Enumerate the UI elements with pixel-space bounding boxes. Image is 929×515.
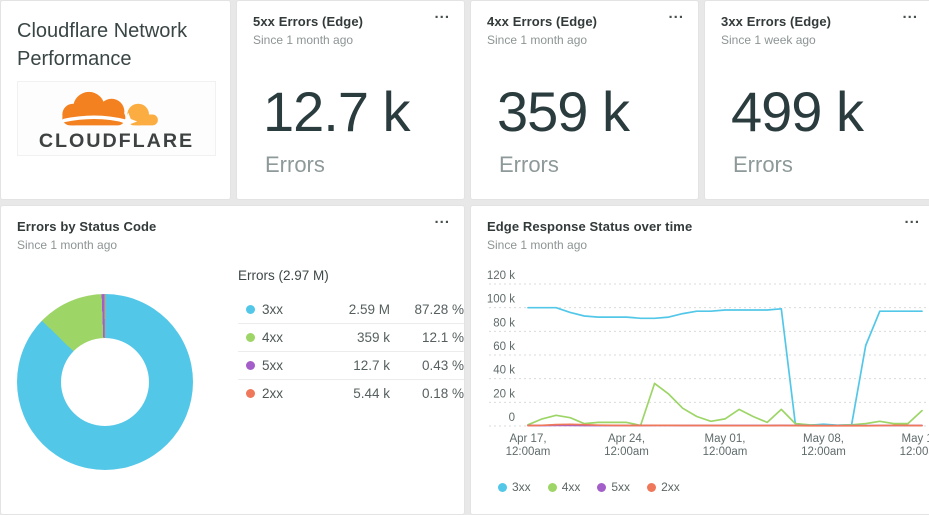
- stat-card-4xx-errors: 4xx Errors (Edge) Since 1 month ago ... …: [470, 0, 699, 200]
- dashboard-title: Cloudflare Network Performance: [1, 1, 230, 73]
- x-axis-tick-label: May 01,: [705, 433, 746, 445]
- series-label: 5xx: [262, 358, 310, 373]
- card-time-range: Since 1 month ago: [487, 238, 918, 252]
- cloudflare-cloud-icon: CLOUDFLARE: [18, 82, 215, 155]
- series-label: 2xx: [661, 480, 680, 494]
- stat-unit-label: Errors: [733, 152, 929, 178]
- card-title: 3xx Errors (Edge): [721, 14, 916, 29]
- x-axis-tick-label: 12:00am: [506, 446, 551, 458]
- card-menu-button[interactable]: ...: [902, 7, 918, 21]
- x-axis-tick-label: Apr 17,: [509, 433, 546, 445]
- x-axis-tick-label: 12:00am: [604, 446, 649, 458]
- stat-value: 12.7 k: [263, 79, 464, 144]
- series-label: 3xx: [262, 302, 310, 317]
- card-title: 5xx Errors (Edge): [253, 14, 448, 29]
- series-color-dot: [548, 483, 557, 492]
- card-time-range: Since 1 month ago: [253, 33, 448, 47]
- legend-item-5xx[interactable]: 5xx: [597, 480, 630, 494]
- series-color-dot: [597, 483, 606, 492]
- legend-item-2xx[interactable]: 2xx: [647, 480, 680, 494]
- y-axis-tick-label: 0: [509, 412, 515, 424]
- series-label: 3xx: [512, 480, 531, 494]
- timeseries-legend: 3xx 4xx 5xx 2xx: [498, 480, 680, 494]
- series-label: 5xx: [611, 480, 630, 494]
- card-menu-button[interactable]: ...: [668, 7, 684, 21]
- card-time-range: Since 1 week ago: [721, 33, 916, 47]
- y-axis-tick-label: 80 k: [493, 317, 515, 329]
- series-line-4xx: [528, 383, 922, 425]
- legend-item-3xx[interactable]: 3xx: [498, 480, 531, 494]
- cloudflare-wordmark: CLOUDFLARE: [39, 130, 194, 152]
- dashboard-title-card: Cloudflare Network Performance CLOUDFLAR…: [0, 0, 231, 200]
- series-value: 2.59 M: [310, 302, 390, 317]
- series-value: 359 k: [310, 330, 390, 345]
- donut-legend-total: Errors (2.97 M): [238, 268, 464, 283]
- errors-by-status-code-card: Errors by Status Code Since 1 month ago …: [0, 205, 465, 515]
- series-percent: 0.43 %: [390, 358, 464, 373]
- series-label: 4xx: [562, 480, 581, 494]
- y-axis-tick-label: 120 k: [487, 270, 515, 282]
- card-time-range: Since 1 month ago: [487, 33, 682, 47]
- card-title: Edge Response Status over time: [487, 219, 918, 234]
- stat-unit-label: Errors: [499, 152, 698, 178]
- y-axis-tick-label: 100 k: [487, 294, 515, 306]
- x-axis-tick-label: 12:00am: [801, 446, 846, 458]
- series-label: 4xx: [262, 330, 310, 345]
- card-menu-button[interactable]: ...: [434, 7, 450, 21]
- series-value: 12.7 k: [310, 358, 390, 373]
- card-menu-button[interactable]: ...: [434, 212, 450, 226]
- card-menu-button[interactable]: ...: [904, 212, 920, 226]
- x-axis-tick-label: Apr 24,: [608, 433, 645, 445]
- series-color-dot: [498, 483, 507, 492]
- y-axis-tick-label: 60 k: [493, 341, 515, 353]
- donut-chart[interactable]: [17, 294, 193, 470]
- series-color-dot: [246, 361, 255, 370]
- y-axis-tick-label: 40 k: [493, 365, 515, 377]
- legend-item-4xx[interactable]: 4xx: [548, 480, 581, 494]
- series-label: 2xx: [262, 386, 310, 401]
- x-axis-tick-label: May 15,: [901, 433, 929, 445]
- x-axis-tick-label: May 08,: [803, 433, 844, 445]
- series-line-3xx: [528, 308, 922, 426]
- x-axis-tick-label: 12:00am: [900, 446, 929, 458]
- series-value: 5.44 k: [310, 386, 390, 401]
- x-axis-tick-label: 12:00am: [703, 446, 748, 458]
- stat-unit-label: Errors: [265, 152, 464, 178]
- card-title: 4xx Errors (Edge): [487, 14, 682, 29]
- series-percent: 12.1 %: [390, 330, 464, 345]
- cloudflare-logo: CLOUDFLARE: [17, 81, 216, 156]
- series-percent: 0.18 %: [390, 386, 464, 401]
- series-color-dot: [246, 389, 255, 398]
- card-time-range: Since 1 month ago: [17, 238, 448, 252]
- series-color-dot: [246, 333, 255, 342]
- donut-chart-hole: [61, 338, 149, 426]
- series-color-dot: [246, 305, 255, 314]
- series-color-dot: [647, 483, 656, 492]
- stat-value: 499 k: [731, 79, 929, 144]
- y-axis-tick-label: 20 k: [493, 388, 515, 400]
- stat-card-3xx-errors: 3xx Errors (Edge) Since 1 week ago ... 4…: [704, 0, 929, 200]
- series-percent: 87.28 %: [390, 302, 464, 317]
- stat-card-5xx-errors: 5xx Errors (Edge) Since 1 month ago ... …: [236, 0, 465, 200]
- stat-value: 359 k: [497, 79, 698, 144]
- card-title: Errors by Status Code: [17, 219, 448, 234]
- edge-response-status-card: Edge Response Status over time Since 1 m…: [470, 205, 929, 515]
